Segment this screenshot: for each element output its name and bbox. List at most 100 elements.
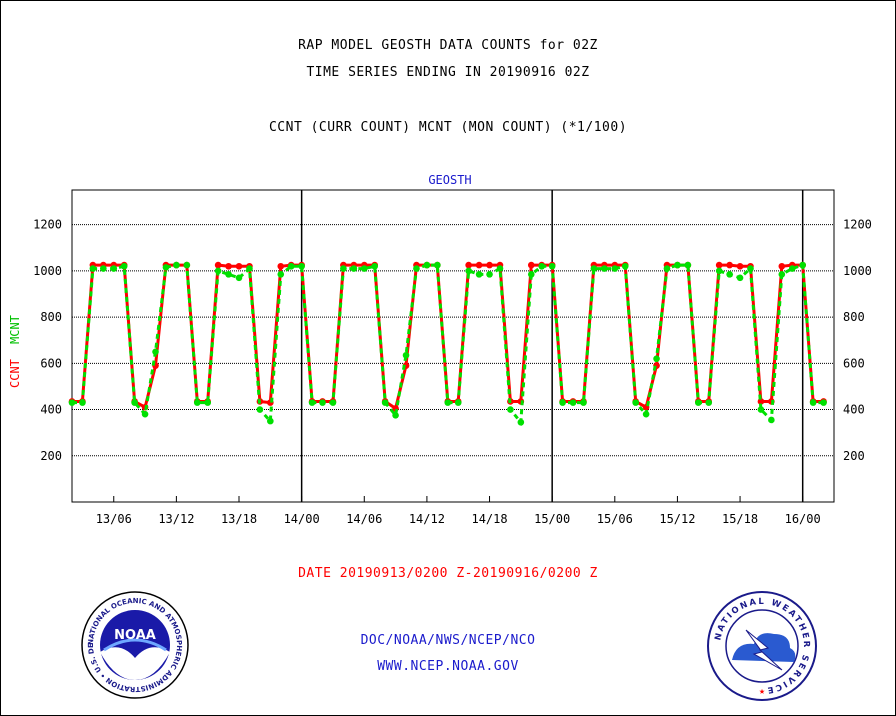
data-point-mcnt [423, 261, 431, 269]
data-point-mcnt [517, 418, 525, 426]
data-point-mcnt [601, 265, 608, 272]
data-point-ccnt [214, 261, 222, 269]
data-point-ccnt [475, 261, 483, 269]
x-tick-label: 13/06 [96, 512, 132, 526]
y-tick-labels-right: 200 400 600 800 1000 1200 [843, 218, 872, 463]
data-point-mcnt [486, 271, 493, 278]
y-tick-label: 1000 [843, 264, 872, 278]
data-point-mcnt [736, 274, 744, 282]
data-point-mcnt [100, 265, 107, 272]
data-point-mcnt [173, 261, 180, 269]
data-point-mcnt [778, 271, 786, 278]
y-tick-label: 200 [40, 449, 62, 463]
data-point-mcnt [402, 351, 410, 359]
data-point-mcnt [580, 399, 587, 406]
x-tick-label: 16/00 [785, 512, 821, 526]
data-point-ccnt [757, 398, 765, 405]
y-axis-labels: CCNT MCNT [8, 315, 22, 388]
noaa-bird-icon [100, 647, 170, 680]
data-point-mcnt [674, 261, 681, 269]
data-point-mcnt [434, 261, 441, 269]
data-point-ccnt [778, 262, 786, 270]
data-point-mcnt [381, 399, 389, 406]
data-point-mcnt [715, 267, 723, 275]
data-point-ccnt [235, 262, 243, 270]
data-point-mcnt [287, 262, 295, 270]
data-point-mcnt [392, 412, 399, 419]
data-point-mcnt [444, 399, 452, 406]
data-point-mcnt [350, 265, 358, 272]
data-point-mcnt [768, 416, 775, 424]
data-point-mcnt [120, 262, 128, 270]
data-point-mcnt [496, 265, 504, 272]
chart-title-line-2: TIME SERIES ENDING IN 20190916 02Z [306, 65, 590, 80]
y-tick-label: 1000 [33, 264, 62, 278]
y-tick-label: 400 [843, 403, 865, 417]
plot-frame [71, 189, 835, 503]
x-tick-label: 15/06 [597, 512, 633, 526]
data-point-mcnt [89, 265, 97, 272]
data-point-mcnt [695, 399, 702, 406]
x-tick-label: 13/12 [158, 512, 194, 526]
data-point-mcnt [371, 262, 379, 270]
data-point-mcnt [820, 399, 827, 406]
data-point-ccnt [726, 261, 733, 269]
data-point-mcnt [162, 264, 170, 271]
data-point-ccnt [277, 262, 285, 270]
x-tick-label: 15/12 [659, 512, 695, 526]
x-tick-label: 14/12 [409, 512, 445, 526]
data-point-ccnt [715, 261, 723, 269]
data-point-mcnt [319, 399, 326, 406]
data-point-mcnt [632, 399, 639, 406]
x-tick-label: 13/18 [221, 512, 257, 526]
chart-subtitle-series-legend: CCNT (CURR COUNT) MCNT (MON COUNT) (*1/1… [268, 120, 628, 135]
y-tick-label: 800 [843, 310, 865, 324]
data-point-ccnt [736, 262, 744, 270]
y-tick-label: 1200 [33, 218, 62, 232]
data-point-mcnt [507, 406, 514, 413]
chart-title-line-1: RAP MODEL GEOSTH DATA COUNTS for 02Z [298, 38, 598, 53]
data-point-mcnt [621, 262, 629, 270]
data-point-mcnt [538, 262, 546, 270]
data-point-ccnt [225, 262, 232, 270]
x-tick-label: 14/00 [284, 512, 320, 526]
day-boundary-lines [300, 190, 804, 502]
data-point-mcnt [747, 265, 754, 272]
nws-star-icon: ★ [759, 686, 765, 697]
noaa-logo: NATIONAL OCEANIC AND ATMOSPHERIC ADMINIS… [80, 590, 189, 699]
panel-title: GEOSTH [428, 173, 471, 187]
data-point-mcnt [79, 399, 86, 406]
data-point-mcnt [267, 417, 274, 425]
data-point-ccnt [527, 261, 535, 269]
data-point-mcnt [141, 410, 149, 418]
data-point-mcnt [277, 271, 285, 278]
data-point-ccnt [465, 261, 472, 269]
data-point-mcnt [705, 399, 713, 406]
data-point-mcnt [454, 399, 462, 406]
noaa-logo-text: NOAA [114, 628, 156, 643]
data-point-mcnt [256, 406, 264, 413]
data-point-mcnt [757, 406, 765, 413]
data-point-mcnt [152, 348, 159, 356]
y-tick-label: 800 [40, 310, 62, 324]
data-point-mcnt [360, 265, 368, 272]
data-point-mcnt [642, 410, 650, 418]
x-tick-label: 14/18 [471, 512, 507, 526]
data-point-mcnt [340, 265, 347, 272]
y-tick-label: 400 [40, 403, 62, 417]
data-point-mcnt [726, 271, 733, 278]
data-point-mcnt [110, 265, 118, 272]
series-mcnt [68, 261, 827, 427]
data-point-mcnt [611, 265, 619, 272]
x-tick-label: 15/00 [534, 512, 570, 526]
y-tick-labels-left: 200 400 600 800 1000 1200 [33, 218, 62, 463]
data-point-mcnt [809, 399, 817, 406]
data-point-mcnt [653, 355, 660, 363]
data-point-mcnt [590, 265, 598, 272]
data-point-mcnt [569, 399, 577, 406]
data-point-mcnt [246, 265, 253, 272]
y-axis-label-ccnt: CCNT [8, 359, 22, 388]
credit-website-link[interactable]: WWW.NCEP.NOAA.GOV [377, 659, 519, 674]
data-point-mcnt [183, 261, 191, 269]
